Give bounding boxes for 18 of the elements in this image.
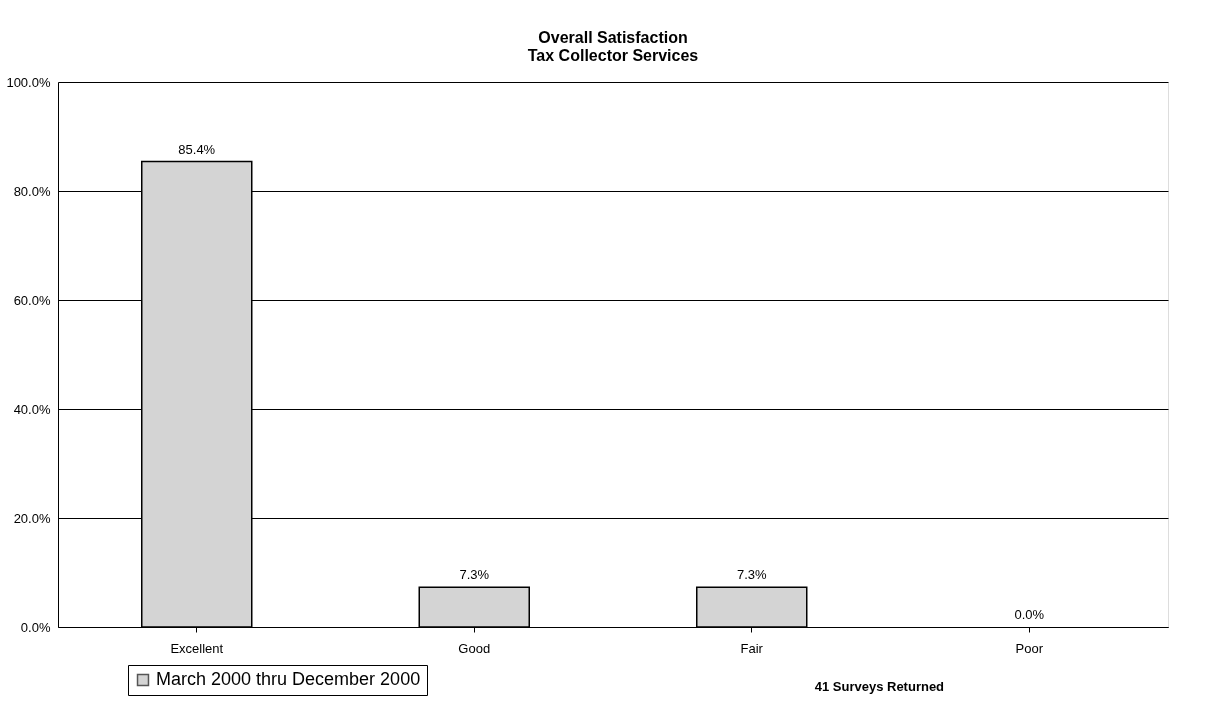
data-label: 0.0% [1014,607,1045,622]
y-tick-label: 100.0% [6,74,51,90]
data-label: 7.3% [736,567,767,583]
data-label: 7.3% [459,567,490,583]
x-tick-label: Poor [1015,640,1044,656]
y-tick-label: 40.0% [13,401,51,417]
legend-label: March 2000 thru December 2000 [156,669,421,689]
y-tick-label: 0.0% [20,619,51,635]
x-tick-label: Excellent [170,640,224,656]
text: 41 Surveys Returned [814,679,945,694]
x-tick-label: Fair [740,640,764,656]
y-tick-label: 20.0% [13,510,51,526]
text: Tax Collector Services [527,47,699,64]
y-tick-label: 60.0% [13,292,51,308]
x-tick-label: Good [458,640,491,656]
y-tick-label: 80.0% [13,183,51,199]
text: Overall Satisfaction [538,29,688,46]
data-label: 85.4% [178,141,216,157]
